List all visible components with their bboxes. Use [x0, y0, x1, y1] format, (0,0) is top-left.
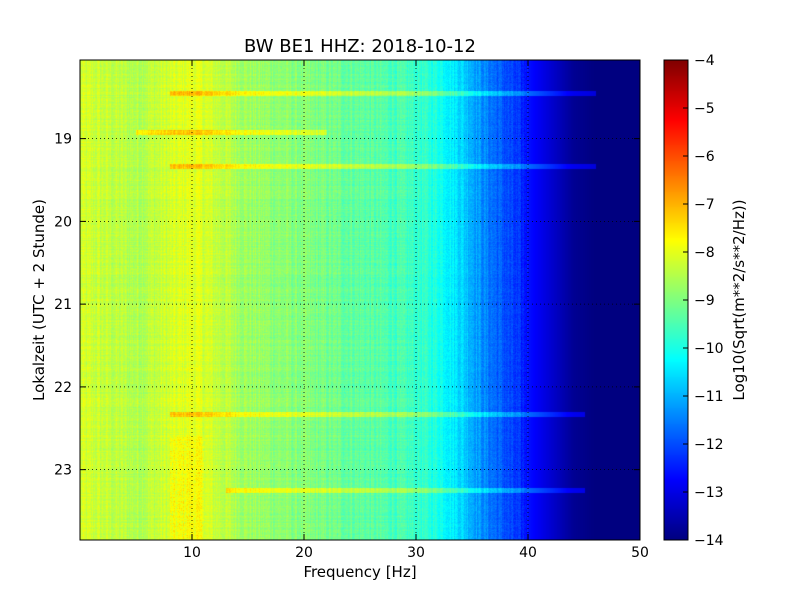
colorbar: −4 −5 −6 −7 −8 −9 −10 −11 −12 −13 −14: [663, 53, 724, 549]
x-tick-label: 10: [183, 545, 201, 561]
spectrogram-plot: 10 20 30 40 50 19 20 21 22 23: [54, 59, 649, 561]
y-tick-label: 21: [54, 297, 72, 313]
x-axis-label: Frequency [Hz]: [303, 563, 416, 581]
y-tick-label: 20: [54, 214, 72, 230]
y-tick-label: 23: [54, 463, 72, 479]
colorbar-ticks: −4 −5 −6 −7 −8 −9 −10 −11 −12 −13 −14: [683, 53, 724, 549]
x-tick-label: 50: [631, 545, 649, 561]
colorbar-tick-label: −8: [694, 245, 715, 261]
y-axis-label: Lokalzeit (UTC + 2 Stunde): [30, 199, 48, 401]
grid-lines: [80, 60, 640, 540]
x-tick-label: 20: [295, 545, 313, 561]
y-axis-ticks: 19 20 21 22 23: [54, 132, 640, 479]
colorbar-tick-label: −4: [694, 53, 715, 69]
colorbar-tick-label: −9: [694, 293, 715, 309]
colorbar-tick-label: −13: [694, 485, 724, 501]
colorbar-tick-label: −11: [694, 389, 724, 405]
colorbar-tick-label: −12: [694, 437, 724, 453]
colorbar-tick-label: −10: [694, 341, 724, 357]
colorbar-tick-label: −14: [694, 533, 724, 549]
y-tick-label: 19: [54, 132, 72, 148]
x-tick-label: 40: [519, 545, 537, 561]
x-tick-label: 30: [407, 545, 425, 561]
colorbar-tick-label: −7: [694, 197, 715, 213]
colorbar-tick-label: −5: [694, 101, 715, 117]
chart-title: BW BE1 HHZ: 2018-10-12: [244, 36, 476, 57]
plot-frame: [79, 59, 641, 541]
x-axis-ticks: 10 20 30 40 50: [183, 60, 649, 561]
colorbar-tick-label: −6: [694, 149, 715, 165]
y-tick-label: 22: [54, 380, 72, 396]
spectrogram-heatmap: [80, 60, 640, 540]
colorbar-label: Log10(Sqrt(m**2/s**2/Hz)): [730, 199, 748, 400]
